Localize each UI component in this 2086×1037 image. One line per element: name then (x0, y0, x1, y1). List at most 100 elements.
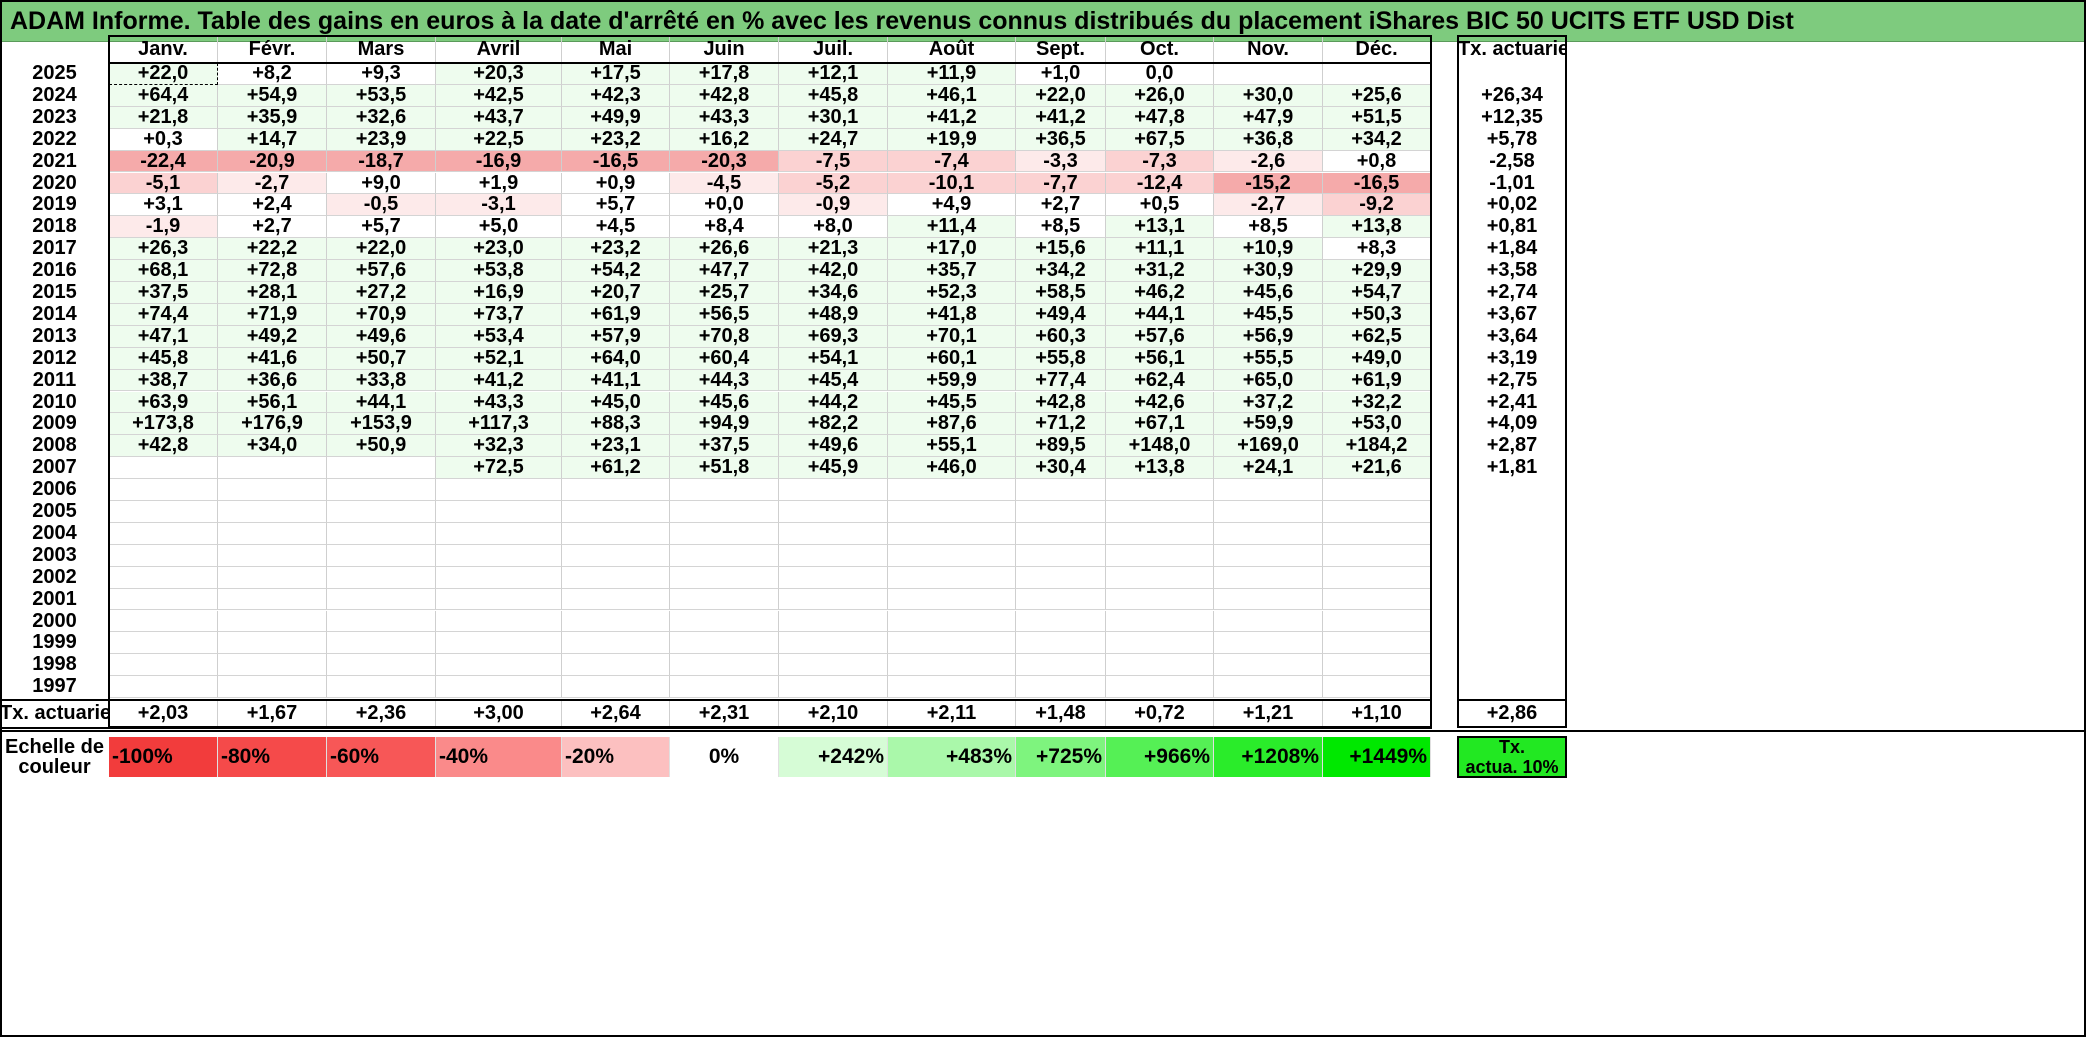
gain-cell: +37,5 (109, 282, 218, 304)
gain-cell: +13,8 (1323, 216, 1431, 239)
gain-cell: +44,2 (779, 391, 888, 414)
gain-cell: +73,7 (436, 303, 562, 326)
gain-cell: +21,8 (109, 106, 218, 129)
annual-rate-cell: +0,81 (1486, 216, 1538, 238)
footer-label: Tx. actuariel (0, 702, 109, 724)
gain-cell (436, 544, 562, 567)
gain-cell (218, 479, 327, 501)
color-scale-swatch: +966% (1106, 737, 1214, 777)
gain-cell: +45,0 (562, 391, 670, 414)
gain-cell (888, 632, 1016, 655)
gain-cell: +9,3 (327, 63, 436, 85)
gain-cell: +11,1 (1106, 238, 1214, 261)
gain-cell: 0,0 (1106, 63, 1214, 85)
year-label: 2020 (32, 172, 77, 194)
gain-cell: +8,5 (1016, 216, 1106, 239)
gain-cell: +21,6 (1323, 457, 1431, 480)
annual-rate-cell: +0,02 (1486, 194, 1538, 216)
gain-cell: +30,4 (1016, 457, 1106, 480)
gain-cell: +23,0 (436, 238, 562, 261)
scale-label-line: Echelle de (5, 737, 104, 758)
gain-cell: +54,9 (218, 84, 327, 107)
monthly-rate-cell: +0,72 (1106, 700, 1214, 727)
gain-cell (1323, 63, 1431, 85)
gain-cell: +41,2 (436, 369, 562, 392)
gain-cell: +36,8 (1214, 128, 1323, 151)
gain-cell: +24,1 (1214, 457, 1323, 480)
gain-cell (1214, 544, 1323, 567)
gain-cell (888, 544, 1016, 567)
gain-cell: +22,0 (327, 238, 436, 261)
annual-rate-cell: +4,09 (1486, 413, 1538, 435)
gain-cell: +35,9 (218, 106, 327, 129)
gain-cell: +87,6 (888, 413, 1016, 436)
gain-cell (1106, 588, 1214, 611)
gain-cell (1016, 632, 1106, 655)
annual-rate-cell (1458, 501, 1566, 523)
annual-rate-cell: +5,78 (1486, 128, 1538, 150)
gain-cell: +82,2 (779, 413, 888, 436)
gain-cell: +28,1 (218, 282, 327, 304)
annual-rate-cell: +1,84 (1486, 238, 1538, 260)
gain-cell: +49,6 (779, 435, 888, 458)
gain-cell: +20,3 (436, 63, 562, 85)
gain-cell: +13,1 (1106, 216, 1214, 239)
gain-cell: +38,7 (109, 369, 218, 392)
gain-cell (1323, 632, 1431, 655)
gain-cell (327, 501, 436, 523)
annual-rate-cell: +3,67 (1486, 303, 1538, 325)
annual-rate-cell (1458, 654, 1566, 676)
gain-cell (1214, 610, 1323, 633)
gain-cell (670, 632, 779, 655)
gain-cell (562, 501, 670, 523)
gain-cell: +42,8 (670, 84, 779, 107)
gain-cell: +19,9 (888, 128, 1016, 151)
gain-cell (670, 610, 779, 633)
gain-cell: +43,3 (436, 391, 562, 414)
year-label: 2010 (32, 391, 77, 413)
year-label: 2014 (32, 303, 77, 325)
gain-cell (327, 676, 436, 699)
gain-cell (779, 501, 888, 523)
annual-rate-cell (1458, 545, 1566, 567)
year-label: 2004 (32, 522, 77, 544)
gain-cell: +3,1 (109, 194, 218, 217)
annual-rate-cell: +3,19 (1486, 347, 1538, 369)
gain-cell: +22,5 (436, 128, 562, 151)
gain-cell (1016, 522, 1106, 545)
gain-cell (218, 610, 327, 633)
gain-cell: +46,2 (1106, 282, 1214, 304)
gain-cell: +37,5 (670, 435, 779, 458)
month-header: Déc. (1323, 36, 1431, 63)
gain-cell: +70,9 (327, 303, 436, 326)
gain-cell: +4,9 (888, 194, 1016, 217)
color-scale-swatch: +483% (888, 737, 1016, 777)
annual-rate-cell: +12,35 (1481, 106, 1543, 128)
gain-cell: +173,8 (109, 413, 218, 436)
gain-cell: +34,0 (218, 435, 327, 458)
gain-cell: +53,8 (436, 260, 562, 282)
month-header: Oct. (1106, 36, 1214, 63)
gain-cell (109, 501, 218, 523)
gain-cell: +72,8 (218, 260, 327, 282)
gain-cell: +13,8 (1106, 457, 1214, 480)
color-scale-swatch: +725% (1016, 737, 1106, 777)
gain-cell (436, 479, 562, 501)
gain-cell: +32,2 (1323, 391, 1431, 414)
monthly-rate-cell: +1,48 (1016, 700, 1106, 727)
gain-cell: +55,5 (1214, 347, 1323, 370)
gain-cell (1323, 588, 1431, 611)
gain-cell: +60,1 (888, 347, 1016, 370)
gain-cell (436, 654, 562, 677)
gain-cell (109, 610, 218, 633)
gain-cell: +4,5 (562, 216, 670, 239)
rate-scale-swatch: Tx. actua. 10% (1458, 737, 1566, 777)
month-header: Mars (327, 36, 436, 63)
gain-cell: +52,1 (436, 347, 562, 370)
annual-rate-cell: +26,34 (1481, 84, 1543, 106)
gain-cell (1214, 676, 1323, 699)
gain-cell (436, 588, 562, 611)
gain-cell (1016, 676, 1106, 699)
gain-cell: +0,5 (1106, 194, 1214, 217)
gain-cell: +56,5 (670, 303, 779, 326)
